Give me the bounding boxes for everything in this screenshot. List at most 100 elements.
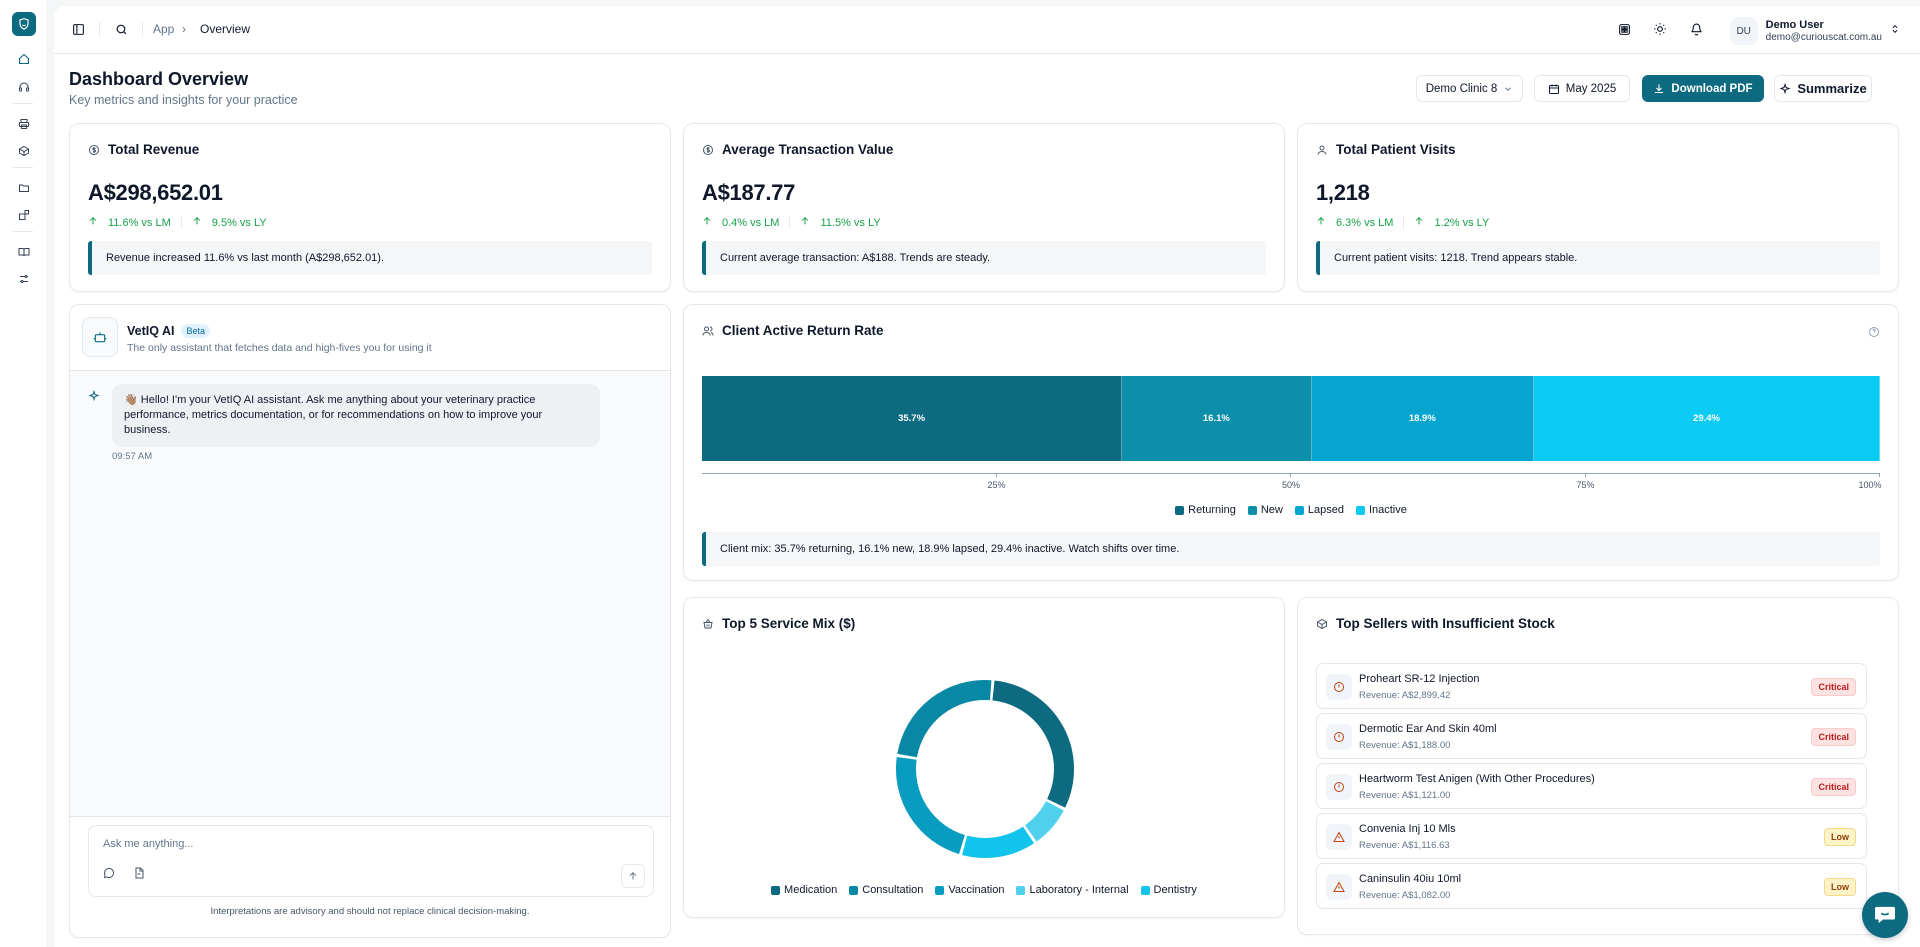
chevron-updown-icon	[1890, 22, 1900, 40]
service-mix-legend: Medication Consultation Vaccination Laborat…	[684, 884, 1284, 896]
legend-item-vaccination[interactable]: Vaccination	[935, 884, 1004, 896]
month-picker-button[interactable]: May 2025	[1534, 75, 1630, 102]
x-tick	[1879, 473, 1880, 477]
chat-bubble-icon[interactable]	[103, 866, 115, 884]
status-badge: Critical	[1811, 778, 1856, 796]
chat-messages[interactable]: 👋🏽 Hello! I'm your VetIQ AI assistant. A…	[70, 371, 670, 817]
donut-slice-vaccination[interactable]	[896, 756, 966, 855]
sliders-icon[interactable]	[15, 270, 32, 287]
beta-badge: Beta	[181, 324, 210, 338]
kpi-deltas: 6.3% vs LM 1.2% vs LY	[1316, 216, 1489, 229]
apps-icon[interactable]	[1615, 20, 1633, 38]
kpi-note: Current average transaction: A$188. Tren…	[702, 241, 1266, 275]
alert-circle-icon	[1326, 774, 1352, 800]
legend-item-laboratory-internal[interactable]: Laboratory - Internal	[1016, 884, 1129, 896]
legend-label: Laboratory - Internal	[1029, 884, 1129, 896]
sidebar-toggle-icon[interactable]	[69, 20, 87, 38]
alert-triangle-icon	[1326, 874, 1352, 900]
search-icon[interactable]	[112, 20, 130, 38]
breadcrumb-current: Overview	[200, 22, 251, 36]
delta-lm: 6.3% vs LM	[1336, 216, 1394, 229]
printer-icon[interactable]	[15, 115, 32, 132]
list-item[interactable]: Heartworm Test Anigen (With Other Proced…	[1316, 763, 1867, 809]
kpi-title: Average Transaction Value	[702, 142, 893, 157]
home-icon[interactable]	[15, 50, 32, 67]
arrow-up-icon	[702, 216, 712, 229]
legend-item-inactive[interactable]: Inactive	[1355, 504, 1407, 516]
donut-slice-medication[interactable]	[992, 680, 1074, 808]
nav-rail	[0, 0, 46, 947]
chevron-right-icon: ›	[182, 22, 186, 36]
legend-item-medication[interactable]: Medication	[771, 884, 837, 896]
package-icon	[1317, 618, 1327, 629]
support-chat-button[interactable]	[1862, 892, 1908, 938]
bar-segment-new[interactable]: 16.1%	[1122, 376, 1312, 461]
topbar-divider	[142, 22, 143, 36]
donut-slice-dentistry[interactable]	[962, 826, 1035, 858]
legend-label: Returning	[1188, 504, 1236, 516]
user-menu[interactable]: DU Demo User demo@curiouscat.com.au	[1729, 16, 1900, 46]
breadcrumb-app[interactable]: App	[153, 22, 175, 36]
delta-lm: 0.4% vs LM	[722, 216, 780, 229]
book-icon[interactable]	[15, 243, 32, 260]
download-pdf-label: Download PDF	[1671, 82, 1753, 95]
alert-circle-icon	[1326, 724, 1352, 750]
kpi-deltas: 11.6% vs LM 9.5% vs LY	[88, 216, 267, 229]
legend-swatch	[1294, 505, 1304, 515]
bar-segment-inactive[interactable]: 29.4%	[1534, 376, 1880, 461]
list-item[interactable]: Proheart SR-12 Injection Revenue: A$2,89…	[1316, 663, 1867, 709]
send-button[interactable]	[621, 864, 645, 888]
kpi-note: Current patient visits: 1218. Trend appe…	[1316, 241, 1880, 275]
legend-swatch	[849, 885, 859, 895]
kpi-title-text: Total Revenue	[108, 142, 200, 157]
list-item[interactable]: Dermotic Ear And Skin 40ml Revenue: A$1,…	[1316, 713, 1867, 759]
kpi-deltas: 0.4% vs LM 11.5% vs LY	[702, 216, 881, 229]
service-mix-card: Top 5 Service Mix ($) Medication Consulta…	[683, 597, 1285, 918]
bar-segment-lapsed[interactable]: 18.9%	[1311, 376, 1535, 461]
x-tick	[1290, 473, 1291, 477]
alert-triangle-icon	[1326, 824, 1352, 850]
chat-input-placeholder[interactable]: Ask me anything...	[103, 838, 194, 850]
donut-slice-consultation[interactable]	[897, 680, 992, 758]
arrow-up-icon	[800, 216, 810, 229]
legend-item-consultation[interactable]: Consultation	[849, 884, 923, 896]
status-badge: Low	[1824, 828, 1856, 846]
delta-ly: 1.2% vs LY	[1434, 216, 1490, 229]
clinic-select[interactable]: Demo Clinic 8	[1416, 75, 1523, 102]
page-subtitle: Key metrics and insights for your practi…	[69, 93, 298, 107]
legend-item-dentistry[interactable]: Dentistry	[1140, 884, 1197, 896]
list-item[interactable]: Convenia Inj 10 Mls Revenue: A$1,116.63 …	[1316, 813, 1867, 859]
help-icon[interactable]	[1868, 325, 1880, 343]
legend-item-returning[interactable]: Returning	[1175, 504, 1236, 516]
item-revenue: Revenue: A$1,121.00	[1359, 790, 1451, 801]
rail-divider	[13, 167, 33, 168]
blocks-icon[interactable]	[15, 206, 32, 223]
legend-swatch	[1355, 505, 1365, 515]
summarize-button[interactable]: Summarize	[1774, 75, 1872, 102]
download-pdf-button[interactable]: Download PDF	[1642, 75, 1764, 102]
x-tick	[1584, 473, 1586, 477]
chat-name: VetIQ AI	[127, 324, 175, 338]
legend-item-lapsed[interactable]: Lapsed	[1294, 504, 1344, 516]
legend-item-new[interactable]: New	[1247, 504, 1283, 516]
dollar-icon	[703, 144, 713, 155]
document-icon[interactable]	[133, 866, 145, 884]
chat-input-box[interactable]: Ask me anything...	[88, 825, 654, 897]
bell-icon[interactable]	[1687, 20, 1705, 38]
app-logo[interactable]	[12, 12, 36, 36]
delta-lm: 11.6% vs LM	[108, 216, 171, 229]
calendar-icon	[1548, 84, 1559, 94]
x-tick-label: 25%	[987, 480, 1006, 490]
card-title: Top 5 Service Mix ($)	[702, 616, 855, 631]
legend-label: Lapsed	[1307, 504, 1344, 516]
headset-icon[interactable]	[15, 78, 32, 95]
user-email: demo@curiouscat.com.au	[1765, 31, 1882, 43]
bar-segment-returning[interactable]: 35.7%	[702, 376, 1123, 461]
box-icon[interactable]	[15, 142, 32, 159]
kpi-title: Total Patient Visits	[1316, 142, 1456, 157]
list-item[interactable]: Caninsulin 40iu 10ml Revenue: A$1,082.00…	[1316, 863, 1867, 909]
folder-icon[interactable]	[15, 179, 32, 196]
donut-slice-laboratory-internal[interactable]	[1024, 800, 1064, 842]
sun-icon[interactable]	[1651, 20, 1669, 38]
users-icon	[702, 326, 714, 336]
